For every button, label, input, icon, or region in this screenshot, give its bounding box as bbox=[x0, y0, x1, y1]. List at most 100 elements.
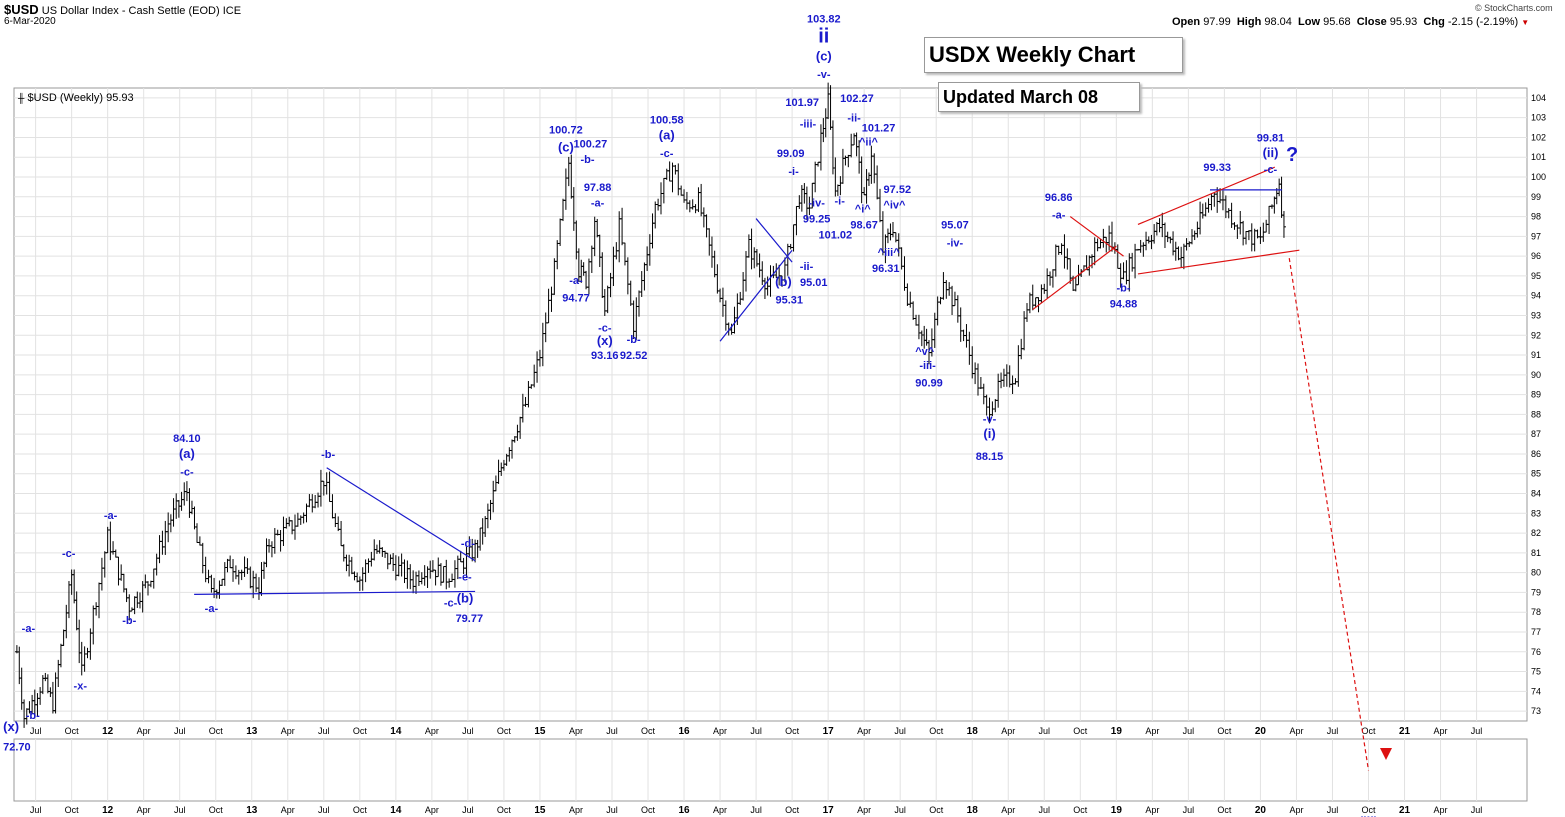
x-tick-label: 13 bbox=[246, 805, 258, 816]
x-tick-label: Jul bbox=[174, 805, 186, 815]
close-label: Close bbox=[1356, 16, 1387, 28]
wave-label: (iii) bbox=[1359, 814, 1379, 817]
header-title: $USD US Dollar Index - Cash Settle (EOD)… bbox=[4, 2, 241, 17]
exchange: ICE bbox=[222, 5, 242, 17]
wave-label: 97.52 bbox=[884, 184, 912, 196]
y-tick-label: 90 bbox=[1531, 370, 1541, 380]
x-tick-label: Jul bbox=[462, 726, 474, 736]
x-tick-label: Oct bbox=[785, 805, 800, 815]
y-tick-label: 76 bbox=[1531, 647, 1541, 657]
wave-label: -c- bbox=[1264, 164, 1278, 176]
wave-label: 92.52 bbox=[620, 350, 648, 362]
y-tick-label: 97 bbox=[1531, 231, 1541, 241]
wave-label: 95.31 bbox=[775, 295, 803, 307]
wave-label: 101.27 bbox=[862, 123, 896, 135]
x-tick-label: Jul bbox=[1327, 726, 1339, 736]
x-tick-label: 12 bbox=[102, 805, 114, 816]
x-tick-label: 19 bbox=[1111, 805, 1123, 816]
x-tick-label: Oct bbox=[1073, 726, 1088, 736]
y-tick-label: 74 bbox=[1531, 686, 1541, 696]
wave-label: (b) bbox=[775, 274, 792, 289]
ohlc-bar bbox=[1281, 211, 1286, 238]
wave-label: 100.72 bbox=[549, 124, 583, 136]
y-tick-label: 98 bbox=[1531, 212, 1541, 222]
trendline bbox=[1288, 258, 1370, 771]
wave-label: (i) bbox=[983, 426, 995, 441]
wave-label: -ii- bbox=[800, 261, 814, 273]
wave-label: -b- bbox=[580, 154, 594, 166]
x-tick-label: Oct bbox=[1073, 805, 1088, 815]
x-tick-label: 14 bbox=[390, 726, 402, 737]
ohlc-readout: Open 97.99 High 98.04 Low 95.68 Close 95… bbox=[1172, 16, 1529, 28]
wave-label: ? bbox=[1286, 144, 1298, 166]
y-tick-label: 99 bbox=[1531, 192, 1541, 202]
wave-label: 79.77 bbox=[456, 613, 484, 625]
x-tick-label: 17 bbox=[823, 726, 835, 737]
x-tick-label: Jul bbox=[1183, 805, 1195, 815]
wave-label: (ii) bbox=[1263, 145, 1279, 160]
y-tick-label: 85 bbox=[1531, 469, 1541, 479]
y-tick-label: 75 bbox=[1531, 667, 1541, 677]
x-tick-label: Apr bbox=[713, 726, 727, 736]
trendline bbox=[326, 467, 476, 562]
x-tick-label: Oct bbox=[353, 805, 368, 815]
wave-label: -iv- bbox=[947, 237, 964, 249]
x-tick-label: Jul bbox=[1039, 805, 1051, 815]
x-tick-label: Oct bbox=[353, 726, 368, 736]
x-tick-label: Jul bbox=[750, 805, 762, 815]
wave-label: (c) bbox=[816, 48, 832, 63]
high-label: High bbox=[1236, 16, 1262, 28]
x-tick-label: Jul bbox=[750, 726, 762, 736]
x-tick-label: Apr bbox=[425, 726, 439, 736]
x-tick-label: Jul bbox=[606, 805, 618, 815]
trendline bbox=[194, 590, 476, 595]
high-value: 98.04 bbox=[1264, 16, 1292, 28]
wave-label: -b- bbox=[1117, 283, 1131, 295]
chg-label: Chg bbox=[1423, 16, 1445, 28]
y-tick-label: 103 bbox=[1531, 113, 1546, 123]
wave-label: 96.86 bbox=[1045, 192, 1073, 204]
trendline bbox=[719, 249, 793, 342]
x-tick-label: 19 bbox=[1111, 726, 1123, 737]
y-tick-label: 81 bbox=[1531, 548, 1541, 558]
wave-label: 100.58 bbox=[650, 115, 684, 127]
y-tick-label: 86 bbox=[1531, 449, 1541, 459]
wave-label: 99.33 bbox=[1203, 162, 1231, 174]
y-tick-label: 80 bbox=[1531, 568, 1541, 578]
x-tick-label: Apr bbox=[1434, 726, 1448, 736]
x-tick-label: Oct bbox=[1217, 805, 1232, 815]
x-tick-label: Apr bbox=[281, 726, 295, 736]
x-tick-label: Jul bbox=[1183, 726, 1195, 736]
x-tick-label: Oct bbox=[1361, 805, 1376, 815]
y-tick-label: 77 bbox=[1531, 627, 1541, 637]
trendline bbox=[1069, 216, 1124, 257]
y-tick-label: 101 bbox=[1531, 152, 1546, 162]
wave-label: 99.81 bbox=[1257, 132, 1285, 144]
x-tick-label: Jul bbox=[1471, 726, 1483, 736]
wave-label: -a- bbox=[205, 603, 219, 615]
wave-label: 100.27 bbox=[574, 138, 608, 150]
y-tick-label: 88 bbox=[1531, 409, 1541, 419]
wave-label: (c) bbox=[558, 139, 574, 154]
wave-label: -x- bbox=[74, 680, 88, 692]
trendlines bbox=[194, 166, 1370, 771]
x-tick-label: Oct bbox=[209, 726, 224, 736]
x-tick-label: Apr bbox=[1145, 805, 1159, 815]
wave-label: 96.31 bbox=[872, 263, 900, 275]
wave-label: -v- bbox=[817, 69, 831, 81]
wave-labels: -a--b-(x)72.70-c--x--a--b-84.10(a)-c--a-… bbox=[3, 14, 1378, 817]
low-value: 95.68 bbox=[1323, 16, 1351, 28]
x-tick-label: 18 bbox=[967, 805, 979, 816]
wave-label: -a- bbox=[1052, 210, 1066, 222]
wave-label: 84.10 bbox=[173, 433, 201, 445]
wave-label: -d- bbox=[461, 538, 475, 550]
wave-label: 72.70 bbox=[3, 742, 31, 754]
chart-title-box: USDX Weekly Chart bbox=[924, 37, 1183, 73]
updated-box: Updated March 08 bbox=[938, 82, 1140, 112]
x-tick-label: Oct bbox=[929, 805, 944, 815]
x-tick-label: Jul bbox=[894, 805, 906, 815]
x-tick-label: Oct bbox=[1361, 726, 1376, 736]
wave-label: -iv- bbox=[808, 198, 825, 210]
y-tick-label: 78 bbox=[1531, 607, 1541, 617]
